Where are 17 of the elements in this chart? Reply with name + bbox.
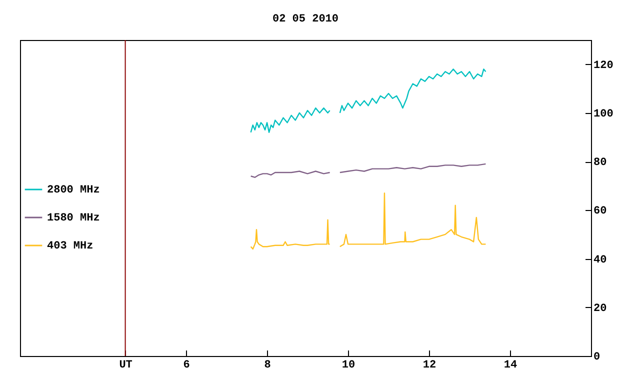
x-tick-label: 8: [264, 360, 272, 372]
chart-title: 02 05 2010: [272, 14, 339, 26]
x-tick-label: 14: [504, 360, 518, 372]
legend-label: 403 MHz: [47, 240, 94, 252]
y-tick-label: 20: [594, 302, 607, 315]
legend-label: 1580 MHz: [47, 212, 100, 224]
y-tick-label: 100: [594, 108, 614, 120]
x-tick-label: 6: [183, 360, 190, 372]
y-tick-label: 80: [594, 157, 607, 170]
y-tick-label: 0: [594, 352, 600, 364]
y-tick-label: 40: [594, 254, 607, 266]
legend-label: 2800 MHz: [47, 184, 100, 196]
y-tick-label: 120: [594, 60, 614, 72]
x-tick-label: UT: [119, 360, 133, 372]
y-tick-label: 60: [594, 206, 607, 218]
x-tick-label: 12: [422, 360, 436, 372]
x-tick-label: 10: [342, 360, 356, 372]
